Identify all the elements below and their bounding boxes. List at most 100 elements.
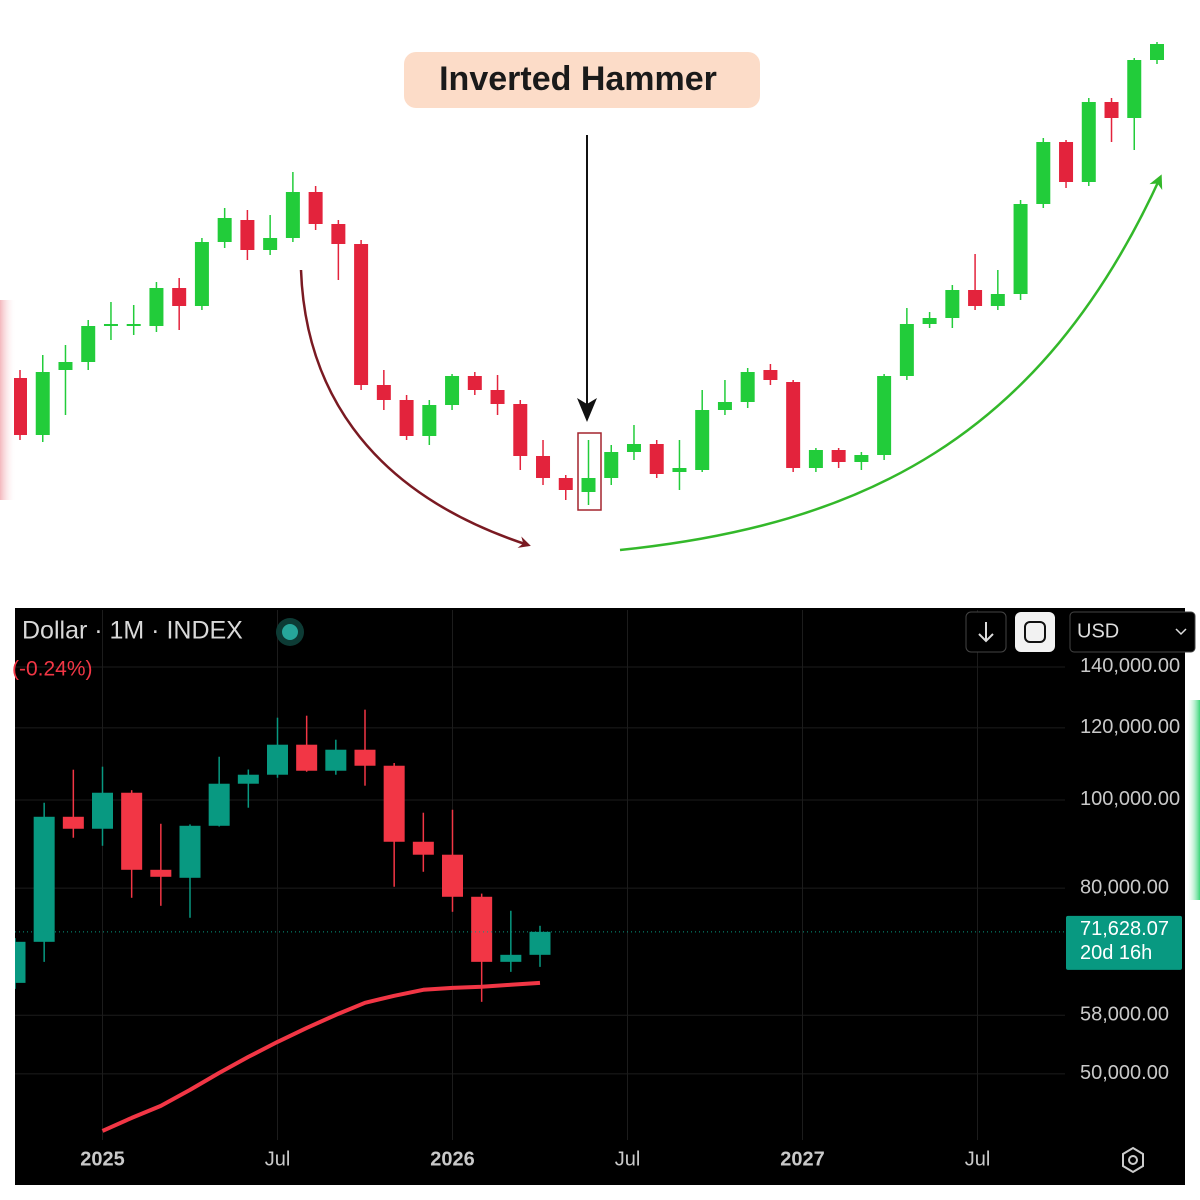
candle-body xyxy=(990,294,1005,306)
highlight-box xyxy=(577,432,602,511)
candle-body xyxy=(626,444,641,452)
x-tick-label: 2026 xyxy=(430,1148,475,1170)
top-candles xyxy=(14,42,1164,505)
fit-button[interactable] xyxy=(1015,612,1055,652)
candle-body xyxy=(149,288,164,326)
candle-body xyxy=(717,402,732,410)
candle-body xyxy=(331,224,346,244)
y-tick-label: 120,000.00 xyxy=(1080,716,1180,738)
moving-average xyxy=(101,980,541,1133)
x-tick-label: 2025 xyxy=(80,1148,125,1170)
status-dot xyxy=(282,624,298,640)
dropdown-icon xyxy=(1175,628,1187,636)
candle-body xyxy=(354,749,376,766)
candle-body xyxy=(581,478,596,492)
price-label: 71,628.07 xyxy=(1080,918,1169,940)
settings-icon-center xyxy=(1128,1155,1138,1165)
down-trend-arrow xyxy=(299,269,531,548)
candle-body xyxy=(968,290,983,306)
candle-body xyxy=(786,382,801,468)
candle-body xyxy=(442,854,463,897)
candle-body xyxy=(14,378,27,435)
edge-glow xyxy=(0,300,16,500)
x-tick-label: 2027 xyxy=(780,1148,825,1170)
candle-body xyxy=(15,941,26,983)
candle-body xyxy=(740,372,755,402)
candle-body xyxy=(500,954,522,962)
candle-body xyxy=(831,450,846,462)
fit-icon xyxy=(1024,621,1046,643)
candle-body xyxy=(399,400,414,436)
candle-body xyxy=(150,869,172,877)
candle-body xyxy=(383,765,405,842)
candle-body xyxy=(240,220,255,250)
candle-body xyxy=(267,744,288,775)
candle-body xyxy=(208,783,230,826)
candle-body xyxy=(121,792,143,870)
y-tick-label: 50,000.00 xyxy=(1080,1062,1169,1084)
candle-body xyxy=(412,841,434,855)
currency-button[interactable] xyxy=(1069,611,1196,653)
price-tag xyxy=(1066,915,1182,970)
candle-body xyxy=(763,370,778,380)
candle-body xyxy=(649,444,664,474)
candle-body xyxy=(854,455,869,462)
candle-body xyxy=(35,372,50,435)
candle-body xyxy=(513,404,528,456)
candle-body xyxy=(877,376,892,455)
x-tick-label: Jul xyxy=(965,1148,991,1170)
candle-body xyxy=(33,816,55,942)
edge-glow xyxy=(1186,700,1200,900)
candle-body xyxy=(179,825,201,878)
change: (-0.24%) xyxy=(12,658,93,681)
candle-body xyxy=(808,450,823,468)
candle-body xyxy=(1081,102,1096,182)
annotation: Inverted Hammer xyxy=(439,60,717,98)
grid xyxy=(15,610,1065,1140)
settings-icon[interactable] xyxy=(1122,1146,1144,1174)
candle-body xyxy=(81,326,96,362)
candle-body xyxy=(376,385,391,400)
candle-body xyxy=(237,774,259,784)
candle-body xyxy=(1036,142,1051,204)
bottom-candles xyxy=(15,709,551,1133)
candle-body xyxy=(695,410,710,470)
candle-body xyxy=(103,324,118,326)
annotation-box xyxy=(404,52,760,108)
candle-body xyxy=(445,376,460,405)
y-tick-label: 140,000.00 xyxy=(1080,655,1180,677)
candle-body xyxy=(285,192,300,238)
candle-body xyxy=(529,931,551,955)
candle-body xyxy=(558,478,573,490)
candle-body xyxy=(899,324,914,376)
candle-body xyxy=(467,376,482,390)
candle-body xyxy=(308,192,323,224)
down-icon xyxy=(978,622,994,643)
y-tick-label: 80,000.00 xyxy=(1080,876,1169,898)
candle-body xyxy=(536,456,551,478)
candle-body xyxy=(471,896,493,962)
candle-body xyxy=(1127,60,1142,118)
candle-body xyxy=(422,405,437,436)
candle-body xyxy=(126,324,141,326)
candle-body xyxy=(354,244,369,385)
y-tick-label: 100,000.00 xyxy=(1080,788,1180,810)
candle-body xyxy=(490,390,505,404)
pointer-arrow-head xyxy=(577,398,597,422)
candle-body xyxy=(1059,142,1074,182)
candle-body xyxy=(194,242,209,306)
candle-body xyxy=(62,816,84,829)
candle-body xyxy=(217,218,232,242)
countdown: 20d 16h xyxy=(1080,942,1152,964)
x-tick-label: Jul xyxy=(615,1148,641,1170)
currency: USD xyxy=(1077,620,1119,642)
y-tick-label: 58,000.00 xyxy=(1080,1004,1169,1026)
axes: 50,000.00 58,000.00 80,000.00 100,000.00 120… xyxy=(15,655,1182,1170)
up-trend-arrow xyxy=(619,174,1163,552)
candle-body xyxy=(1150,44,1164,60)
candle-body xyxy=(922,318,937,324)
candle-body xyxy=(325,749,347,771)
chart-title: Dollar · 1M · INDEX xyxy=(22,617,243,645)
candle-body xyxy=(58,362,73,370)
